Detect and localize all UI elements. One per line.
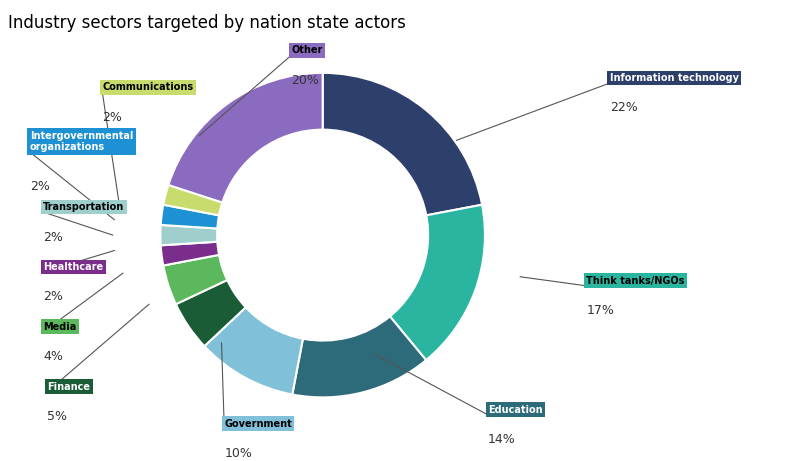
- Wedge shape: [161, 225, 217, 245]
- Wedge shape: [163, 185, 223, 215]
- Wedge shape: [161, 205, 219, 229]
- Text: Finance: Finance: [47, 382, 91, 392]
- Text: Other: Other: [291, 45, 323, 55]
- Text: Think tanks/NGOs: Think tanks/NGOs: [586, 276, 685, 286]
- Wedge shape: [168, 73, 323, 202]
- Text: Education: Education: [488, 405, 542, 415]
- Text: 2%: 2%: [30, 180, 50, 193]
- Text: 2%: 2%: [102, 111, 122, 124]
- Text: 14%: 14%: [488, 433, 515, 446]
- Wedge shape: [390, 205, 485, 360]
- Text: Media: Media: [43, 322, 76, 332]
- Text: Transportation: Transportation: [43, 202, 124, 212]
- Wedge shape: [292, 316, 426, 397]
- Text: Industry sectors targeted by nation state actors: Industry sectors targeted by nation stat…: [8, 14, 406, 32]
- Text: 5%: 5%: [47, 410, 67, 423]
- Wedge shape: [161, 242, 219, 266]
- Text: Intergovernmental
organizations: Intergovernmental organizations: [30, 130, 133, 152]
- Wedge shape: [205, 307, 303, 395]
- Text: Communications: Communications: [102, 82, 194, 92]
- Wedge shape: [176, 280, 246, 346]
- Text: 22%: 22%: [610, 101, 637, 114]
- Wedge shape: [163, 255, 227, 304]
- Text: 2%: 2%: [43, 290, 63, 303]
- Text: Healthcare: Healthcare: [43, 262, 103, 272]
- Text: 20%: 20%: [291, 74, 319, 87]
- Wedge shape: [323, 73, 482, 215]
- Text: 2%: 2%: [43, 230, 63, 243]
- Text: 10%: 10%: [224, 447, 252, 460]
- Text: 4%: 4%: [43, 350, 63, 363]
- Text: Information technology: Information technology: [610, 73, 739, 83]
- Text: Government: Government: [224, 419, 292, 429]
- Text: 17%: 17%: [586, 304, 614, 317]
